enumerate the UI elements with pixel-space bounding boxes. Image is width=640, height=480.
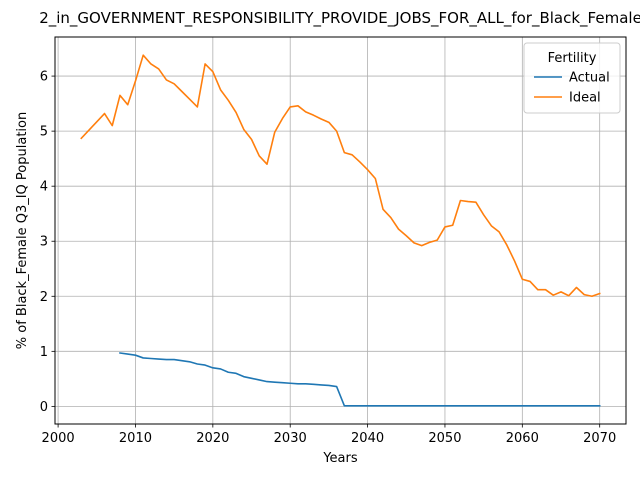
y-tick-label: 1 xyxy=(40,345,48,360)
y-tick-label: 2 xyxy=(40,290,48,305)
x-tick-label: 2020 xyxy=(196,431,229,446)
x-tick-label: 2010 xyxy=(119,431,152,446)
x-tick-label: 2030 xyxy=(274,431,307,446)
x-tick-label: 2070 xyxy=(583,431,616,446)
y-tick-label: 3 xyxy=(40,235,48,250)
y-tick-label: 4 xyxy=(40,180,48,195)
x-tick-label: 2050 xyxy=(428,431,461,446)
axis-ticks: 2000 2010 2020 2030 2040 2050 2060 2070 0 1 2 3 4 5 6 xyxy=(40,70,617,446)
plot-area-frame xyxy=(54,36,627,425)
gridlines xyxy=(55,37,626,424)
y-tick-label: 5 xyxy=(40,125,48,140)
x-tick-label: 2060 xyxy=(506,431,539,446)
x-tick-label: 2000 xyxy=(42,431,75,446)
legend-label-actual: Actual xyxy=(569,71,610,86)
legend: Fertility Actual Ideal xyxy=(523,42,621,114)
x-axis-label: Years xyxy=(322,451,358,466)
legend-title: Fertility xyxy=(548,51,597,66)
legend-box xyxy=(523,42,621,114)
series-lines xyxy=(80,54,601,407)
chart-title: 2_in_GOVERNMENT_RESPONSIBILITY_PROVIDE_J… xyxy=(39,9,640,28)
y-axis-label: % of Black_Female Q3_IQ Population xyxy=(15,112,30,349)
series-line-actual xyxy=(119,352,601,407)
y-tick-label: 0 xyxy=(40,400,48,415)
legend-label-ideal: Ideal xyxy=(569,91,601,106)
series-line-ideal xyxy=(80,54,601,298)
x-tick-label: 2040 xyxy=(351,431,384,446)
y-tick-label: 6 xyxy=(40,70,48,85)
